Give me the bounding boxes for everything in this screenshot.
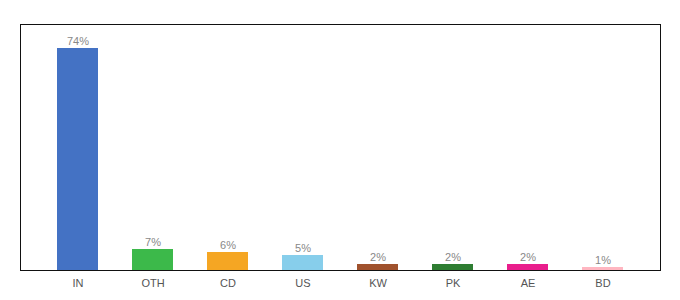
svg-text:6%: 6% (220, 239, 236, 251)
svg-text:CD: CD (220, 277, 236, 289)
svg-text:OTH: OTH (141, 277, 164, 289)
svg-text:74%: 74% (67, 35, 89, 47)
svg-text:BD: BD (595, 277, 610, 289)
svg-text:2%: 2% (370, 251, 386, 263)
svg-text:IN: IN (73, 277, 84, 289)
svg-text:2%: 2% (445, 251, 461, 263)
svg-text:AE: AE (521, 277, 536, 289)
svg-text:5%: 5% (295, 242, 311, 254)
svg-text:7%: 7% (145, 236, 161, 248)
svg-text:US: US (295, 277, 310, 289)
svg-text:1%: 1% (595, 254, 611, 266)
svg-text:PK: PK (446, 277, 461, 289)
svg-text:KW: KW (369, 277, 387, 289)
svg-text:2%: 2% (520, 251, 536, 263)
